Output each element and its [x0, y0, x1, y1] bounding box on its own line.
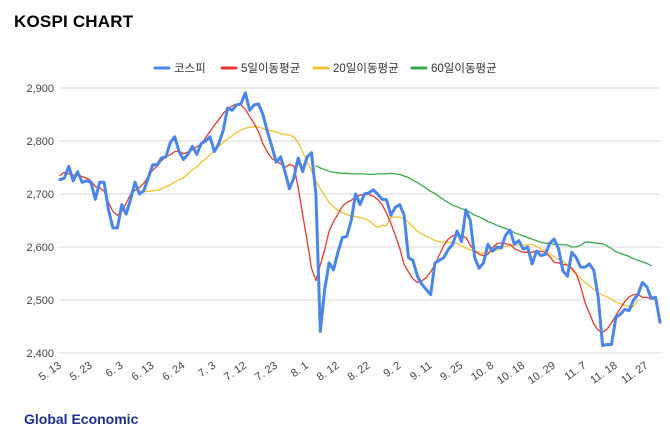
footer-source: Global Economic: [24, 411, 139, 427]
x-tick-label: 8. 1: [289, 360, 311, 380]
x-tick-label: 7. 23: [253, 360, 280, 384]
series-line-3: [315, 165, 652, 267]
series-lines: [58, 91, 662, 348]
grid-lines: [60, 87, 660, 354]
x-tick-label: 11. 27: [619, 360, 650, 387]
x-tick-label: 7. 3: [196, 360, 218, 380]
x-tick-label: 11. 7: [562, 360, 588, 383]
series-line-2: [143, 126, 639, 308]
x-tick-label: 6. 13: [129, 360, 156, 384]
x-tick-label: 11. 18: [588, 360, 619, 387]
x-tick-label: 5. 23: [68, 360, 95, 384]
x-tick-label: 9. 11: [408, 360, 434, 383]
y-tick-label: 2,700: [26, 189, 54, 201]
legend: 코스피 5일이동평균 20일이동평균 60일이동평균: [153, 61, 497, 75]
x-tick-label: 10. 8: [469, 360, 496, 384]
x-tick-label: 9. 25: [438, 360, 465, 384]
x-tick-label: 10. 29: [526, 360, 558, 387]
x-tick-label: 9. 2: [382, 360, 404, 380]
y-tick-label: 2,600: [26, 242, 54, 254]
y-tick-label: 2,900: [26, 83, 54, 95]
x-tick-label: 5. 13: [37, 360, 64, 384]
x-tick-label: 6. 24: [160, 360, 187, 384]
legend-label: 20일이동평균: [333, 61, 399, 75]
legend-label: 5일이동평균: [241, 61, 300, 75]
series-line-0: [58, 91, 662, 348]
x-tick-label: 8. 12: [315, 360, 342, 384]
x-tick-label: 6. 3: [104, 360, 126, 380]
x-tick-label: 10. 18: [495, 360, 527, 387]
y-tick-label: 2,500: [26, 295, 54, 307]
series-line-1: [59, 103, 652, 333]
y-tick-label: 2,400: [26, 348, 54, 360]
x-tick-label: 8. 22: [346, 360, 373, 384]
y-axis-ticks: 2,900 2,800 2,700 2,600 2,500 2,400: [26, 83, 54, 360]
legend-label: 코스피: [174, 62, 206, 75]
legend-label: 60일이동평균: [431, 61, 497, 75]
x-tick-label: 7. 12: [222, 360, 249, 384]
y-tick-label: 2,800: [26, 136, 54, 148]
chart-title: KOSPI CHART: [14, 12, 134, 31]
x-axis-ticks: 5. 13 5. 23 6. 3 6. 13 6. 24 7. 3 7. 12 7. 23 8.…: [37, 360, 651, 387]
